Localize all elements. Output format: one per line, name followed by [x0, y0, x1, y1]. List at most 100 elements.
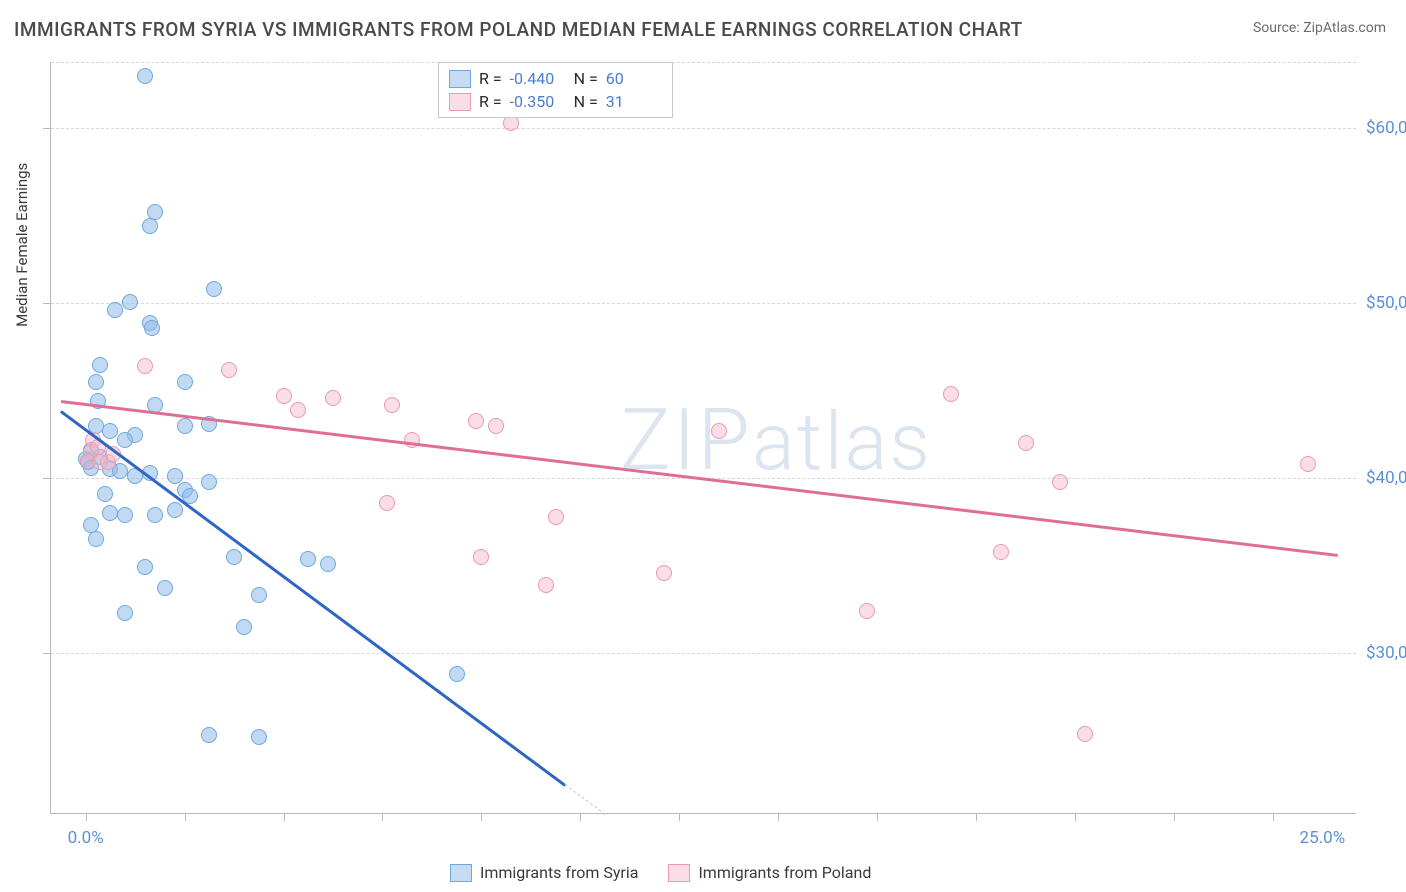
data-point-syria	[117, 605, 133, 621]
legend-label-poland: Immigrants from Poland	[698, 863, 871, 882]
y-tick-label: $60,000	[1366, 118, 1406, 138]
data-point-syria	[122, 294, 138, 310]
data-point-syria	[142, 218, 158, 234]
data-point-syria	[226, 549, 242, 565]
correlation-row-syria: R = -0.440 N = 60	[449, 67, 662, 90]
gridline	[51, 62, 1356, 63]
data-point-syria	[236, 619, 252, 635]
swatch-pink-icon	[449, 93, 471, 111]
data-point-poland	[384, 397, 400, 413]
data-point-poland	[325, 390, 341, 406]
data-point-syria	[107, 302, 123, 318]
data-point-poland	[711, 423, 727, 439]
data-point-syria	[300, 551, 316, 567]
r-label: R =	[479, 92, 502, 111]
tick-x	[1273, 813, 1274, 821]
data-point-syria	[201, 474, 217, 490]
data-point-poland	[379, 495, 395, 511]
n-label: N =	[574, 69, 598, 88]
source-prefix: Source:	[1253, 20, 1303, 36]
series-legend: Immigrants from Syria Immigrants from Po…	[450, 863, 871, 882]
tick-x	[1174, 813, 1175, 821]
tick-x	[976, 813, 977, 821]
tick-x	[1075, 813, 1076, 821]
data-point-poland	[943, 386, 959, 402]
data-point-poland	[290, 402, 306, 418]
data-point-poland	[137, 358, 153, 374]
data-point-syria	[157, 580, 173, 596]
r-value-syria: -0.440	[510, 69, 566, 88]
n-label: N =	[574, 92, 598, 111]
data-point-syria	[201, 727, 217, 743]
data-point-syria	[449, 666, 465, 682]
tick-x	[382, 813, 383, 821]
y-tick-label: $30,000	[1366, 643, 1406, 663]
y-tick-label: $40,000	[1366, 468, 1406, 488]
x-tick-label: 0.0%	[68, 828, 104, 848]
data-point-syria	[102, 423, 118, 439]
legend-label-syria: Immigrants from Syria	[480, 863, 638, 882]
data-point-syria	[88, 374, 104, 390]
data-point-poland	[1300, 456, 1316, 472]
y-axis-label: Median Female Earnings	[13, 163, 31, 327]
x-tick-label: 25.0%	[1300, 828, 1346, 848]
swatch-blue-icon	[449, 70, 471, 88]
n-value-poland: 31	[606, 92, 662, 111]
data-point-poland	[548, 509, 564, 525]
plot-area: $30,000$40,000$50,000$60,0000.0%25.0%	[50, 62, 1356, 814]
data-point-poland	[276, 388, 292, 404]
tick-y	[43, 478, 51, 479]
legend-item-syria: Immigrants from Syria	[450, 863, 638, 882]
data-point-poland	[993, 544, 1009, 560]
data-point-poland	[1018, 435, 1034, 451]
data-point-syria	[92, 357, 108, 373]
tick-y	[43, 653, 51, 654]
tick-x	[580, 813, 581, 821]
tick-x	[86, 813, 87, 821]
gridline	[51, 128, 1356, 129]
chart-title: IMMIGRANTS FROM SYRIA VS IMMIGRANTS FROM…	[14, 18, 1023, 41]
data-point-poland	[473, 549, 489, 565]
r-label: R =	[479, 69, 502, 88]
tick-x	[778, 813, 779, 821]
source-name: ZipAtlas.com	[1303, 20, 1386, 36]
r-value-poland: -0.350	[510, 92, 566, 111]
data-point-syria	[144, 320, 160, 336]
data-point-syria	[251, 587, 267, 603]
data-point-poland	[488, 418, 504, 434]
data-point-syria	[167, 502, 183, 518]
legend-item-poland: Immigrants from Poland	[668, 863, 871, 882]
data-point-syria	[117, 432, 133, 448]
n-value-syria: 60	[606, 69, 662, 88]
correlation-legend: R = -0.440 N = 60 R = -0.350 N = 31	[438, 62, 673, 118]
swatch-pink-icon	[668, 864, 690, 882]
tick-x	[481, 813, 482, 821]
swatch-blue-icon	[450, 864, 472, 882]
correlation-row-poland: R = -0.350 N = 31	[449, 90, 662, 113]
data-point-poland	[468, 413, 484, 429]
tick-x	[185, 813, 186, 821]
data-point-syria	[97, 486, 113, 502]
data-point-syria	[102, 505, 118, 521]
data-point-syria	[137, 68, 153, 84]
data-point-syria	[320, 556, 336, 572]
data-point-syria	[251, 729, 267, 745]
data-point-syria	[88, 531, 104, 547]
gridline	[51, 303, 1356, 304]
data-point-poland	[859, 603, 875, 619]
data-point-poland	[538, 577, 554, 593]
data-point-syria	[206, 281, 222, 297]
data-point-poland	[1052, 474, 1068, 490]
data-point-syria	[117, 507, 133, 523]
data-point-syria	[147, 507, 163, 523]
tick-x	[284, 813, 285, 821]
data-point-poland	[656, 565, 672, 581]
data-point-syria	[177, 418, 193, 434]
data-point-syria	[177, 374, 193, 390]
gridline	[51, 653, 1356, 654]
y-tick-label: $50,000	[1366, 293, 1406, 313]
tick-x	[877, 813, 878, 821]
data-point-poland	[221, 362, 237, 378]
data-point-poland	[1077, 726, 1093, 742]
tick-y	[43, 303, 51, 304]
